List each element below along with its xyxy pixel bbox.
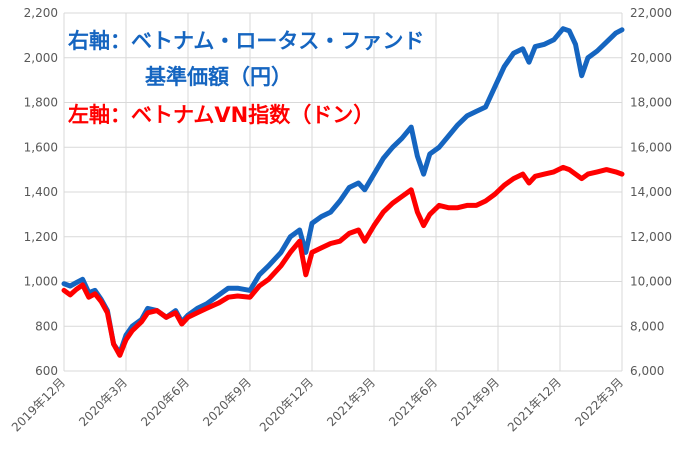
grid-lines	[63, 12, 623, 372]
legend-right-prefix: 右軸：	[68, 29, 131, 53]
x-tick-label: 2020年12月	[257, 375, 316, 434]
right-tick-label: 20,000	[630, 51, 672, 65]
x-tick-label: 2020年3月	[76, 375, 130, 429]
right-tick-label: 10,000	[630, 275, 672, 289]
x-tick-label: 2021年12月	[505, 375, 564, 434]
x-tick-label: 2021年6月	[386, 375, 440, 429]
x-tick-label: 2021年9月	[448, 375, 502, 429]
x-tick-label: 2020年6月	[138, 375, 192, 429]
left-tick-label: 2,200	[24, 6, 58, 20]
left-tick-label: 2,000	[24, 51, 58, 65]
right-tick-label: 22,000	[630, 6, 672, 20]
x-tick-label: 2019年12月	[9, 375, 68, 434]
right-tick-label: 6,000	[630, 364, 664, 378]
right-tick-label: 18,000	[630, 96, 672, 110]
right-axis-ticks: 6,000 8,000 10,000 12,000 14,000 16,000 18,000…	[630, 6, 672, 378]
right-tick-label: 16,000	[630, 140, 672, 154]
left-tick-label: 1,400	[24, 185, 58, 199]
left-tick-label: 1,600	[24, 140, 58, 154]
left-axis-ticks: 600 800 1,000 1,200 1,400 1,600 1,800 2,000 2,20…	[24, 6, 58, 378]
series-lines	[61, 26, 625, 358]
legend-left-text: ベトナムVN指数（ドン）	[131, 103, 374, 127]
right-tick-label: 14,000	[630, 185, 672, 199]
left-tick-label: 800	[35, 319, 58, 333]
legend-right-axis: 右軸：ベトナム・ロータス・ファンド	[68, 29, 424, 53]
left-tick-label: 1,000	[24, 275, 58, 289]
x-tick-label: 2022年3月	[572, 375, 626, 429]
legend-left-prefix: 左軸：	[68, 103, 131, 127]
legend: 右軸：ベトナム・ロータス・ファンド 基準価額（円） 左軸：ベトナムVN指数（ドン…	[68, 29, 424, 127]
series-line-vn-index	[61, 164, 625, 358]
left-tick-label: 1,800	[24, 96, 58, 110]
legend-left-axis: 左軸：ベトナムVN指数（ドン）	[68, 103, 374, 127]
legend-right-line1: ベトナム・ロータス・ファンド	[131, 29, 424, 53]
right-tick-label: 12,000	[630, 230, 672, 244]
left-tick-label: 1,200	[24, 230, 58, 244]
left-tick-label: 600	[35, 364, 58, 378]
legend-right-line2: 基準価額（円）	[145, 65, 292, 89]
series-line-fund	[61, 26, 625, 356]
right-tick-label: 8,000	[630, 319, 664, 333]
x-tick-label: 2020年9月	[200, 375, 254, 429]
x-axis-ticks: 2019年12月 2020年3月 2020年6月 2020年9月 2020年12月 202…	[9, 375, 626, 434]
x-tick-label: 2021年3月	[324, 375, 378, 429]
